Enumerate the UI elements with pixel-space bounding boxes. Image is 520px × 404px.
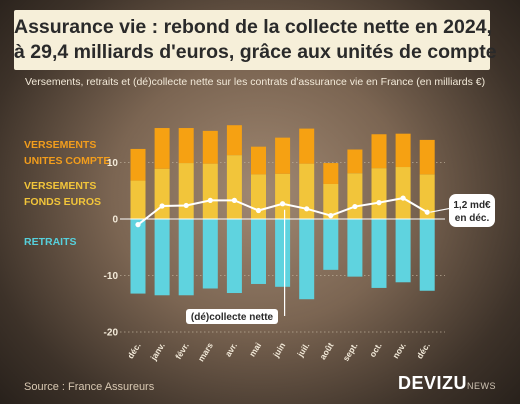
bar-versements-fe	[395, 167, 411, 219]
bar-retraits	[371, 219, 387, 288]
bar-versements-uc	[154, 128, 170, 169]
net-collecte-point	[159, 203, 165, 209]
x-tick-label: août	[318, 341, 336, 362]
bar-retraits	[178, 219, 194, 296]
x-tick-label: janv.	[148, 341, 167, 363]
bar-retraits	[251, 219, 266, 284]
bar-versements-uc	[251, 146, 266, 175]
bar-versements-fe	[154, 168, 170, 219]
last-value-text-1: 1,2 md€	[453, 200, 491, 211]
legend-uc-line1: VERSEMENTS	[24, 139, 97, 151]
bar-versements-uc	[395, 133, 411, 168]
bar-versements-uc	[323, 163, 339, 184]
last-value-box	[449, 194, 495, 227]
bar-retraits	[202, 219, 218, 289]
x-tick-label: juin	[270, 341, 287, 360]
net-collecte-point	[255, 207, 262, 214]
x-tick-label: oct.	[367, 341, 383, 359]
bar-retraits	[299, 219, 315, 300]
x-tick-label: mars	[196, 341, 215, 364]
bar-versements-uc	[178, 128, 194, 164]
bar-versements-uc	[202, 130, 218, 164]
bar-retraits	[154, 219, 170, 296]
x-tick-label: févr.	[173, 341, 191, 361]
net-collecte-point	[304, 206, 310, 212]
legend-versements-uc: VERSEMENTS UNITES COMPTE	[24, 137, 124, 169]
legend-retraits: RETRAITS	[24, 234, 124, 250]
y-tick-label: -10	[104, 271, 119, 282]
brand-logo: DEVIZU	[398, 373, 468, 393]
net-collecte-point	[376, 200, 382, 206]
net-collecte-point	[135, 222, 141, 228]
y-tick-label: 10	[107, 158, 119, 169]
bar-retraits	[130, 219, 146, 294]
bar-versements-uc	[347, 149, 363, 174]
chart-title-line-2: à 29,4 milliards d'euros, grâce aux unit…	[14, 41, 497, 63]
bar-versements-fe	[178, 163, 194, 219]
net-collecte-point	[352, 203, 358, 210]
net-collecte-point	[231, 197, 237, 203]
x-tick-label: sept.	[341, 341, 360, 363]
bar-versements-uc	[419, 139, 435, 175]
x-tick-label: mai	[247, 341, 263, 359]
legend-versements-fe: VERSEMENTS FONDS EUROS	[24, 178, 124, 210]
bar-versements-fe	[130, 180, 146, 219]
net-collecte-point	[207, 197, 213, 203]
bar-retraits	[323, 219, 339, 270]
legend-uc-line2: UNITES COMPTE	[24, 155, 111, 167]
title-box: Assurance vie : rebond de la collecte ne…	[14, 10, 497, 70]
net-label-text: (dé)collecte nette	[191, 312, 274, 323]
bar-versements-uc	[371, 134, 387, 169]
bar-retraits	[419, 219, 435, 291]
bar-versements-fe	[202, 163, 218, 219]
x-tick-label: nov.	[390, 341, 407, 361]
legend-fe-line2: FONDS EUROS	[24, 196, 102, 208]
source-note: Source : France Assureurs	[24, 381, 155, 393]
bar-retraits	[347, 219, 363, 277]
chart-subtitle: Versements, retraits et (dé)collecte net…	[25, 76, 486, 88]
bar-versements-fe	[299, 163, 315, 219]
x-tick-label: juil.	[295, 341, 312, 360]
bar-retraits	[395, 219, 411, 283]
bar-versements-fe	[226, 155, 242, 219]
net-label-box	[186, 309, 278, 324]
bar-versements-uc	[275, 137, 291, 174]
legend-fe-line1: VERSEMENTS	[24, 180, 97, 192]
x-tick-label: déc.	[125, 341, 142, 361]
bar-versements-fe	[275, 173, 291, 219]
net-collecte-point	[400, 195, 406, 201]
last-value-text-2: en déc.	[455, 213, 490, 224]
bar-versements-fe	[371, 168, 387, 219]
last-value-pointer	[430, 207, 452, 213]
bar-versements-fe	[251, 174, 266, 219]
legend-retraits-label: RETRAITS	[24, 236, 77, 248]
chart-title-line-1: Assurance vie : rebond de la collecte ne…	[14, 16, 492, 38]
net-collecte-point	[183, 202, 189, 209]
y-tick-label: 0	[112, 215, 118, 226]
net-collecte-point	[280, 201, 286, 207]
y-tick-label: -20	[104, 328, 119, 339]
bar-retraits	[226, 219, 242, 294]
net-collecte-point	[328, 213, 334, 219]
bar-versements-uc	[226, 125, 242, 156]
bar-versements-uc	[299, 128, 315, 164]
bar-versements-fe	[419, 174, 435, 219]
net-collecte-point	[424, 209, 430, 215]
brand-logo-suffix: NEWS	[467, 381, 496, 391]
x-tick-label: déc.	[414, 341, 431, 361]
bar-versements-fe	[323, 183, 339, 219]
bar-versements-uc	[130, 148, 146, 181]
bar-versements-fe	[347, 173, 363, 219]
x-tick-label: avr.	[223, 341, 239, 359]
bar-retraits	[275, 219, 291, 287]
